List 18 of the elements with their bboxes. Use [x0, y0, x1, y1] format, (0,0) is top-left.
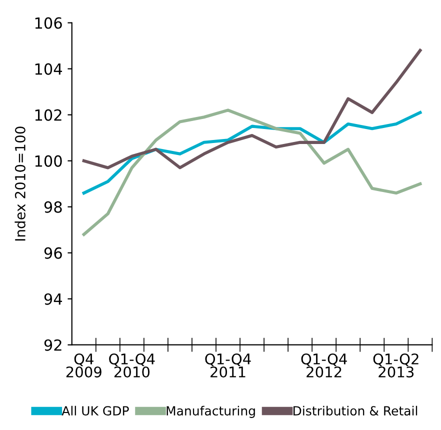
legend-label: Distribution & Retail — [294, 406, 418, 416]
y-tick-label: 106 — [35, 17, 62, 29]
line-series — [82, 48, 422, 170]
x-tick-label: Q1-Q4 2012 — [301, 353, 347, 378]
y-tick-label: 104 — [35, 63, 62, 75]
y-tick-label: 102 — [35, 109, 62, 121]
legend-label: Manufacturing — [166, 406, 255, 418]
x-tick-label: Q1-Q2 2013 — [373, 353, 418, 378]
y-axis-title: Index 2010=100 — [14, 126, 26, 241]
y-tick-label: 98 — [44, 201, 62, 213]
y-tick-label: 96 — [44, 247, 62, 259]
y-tick-label: 94 — [44, 293, 62, 305]
y-tick-label: 100 — [35, 155, 62, 167]
y-tick-label: 92 — [44, 339, 62, 351]
x-tick-label: Q4 2009 — [66, 353, 102, 378]
x-tick-label: Q1-Q4 2010 — [109, 353, 155, 378]
line-series — [82, 108, 422, 236]
x-tick-label: Q1-Q4 2011 — [205, 353, 251, 378]
